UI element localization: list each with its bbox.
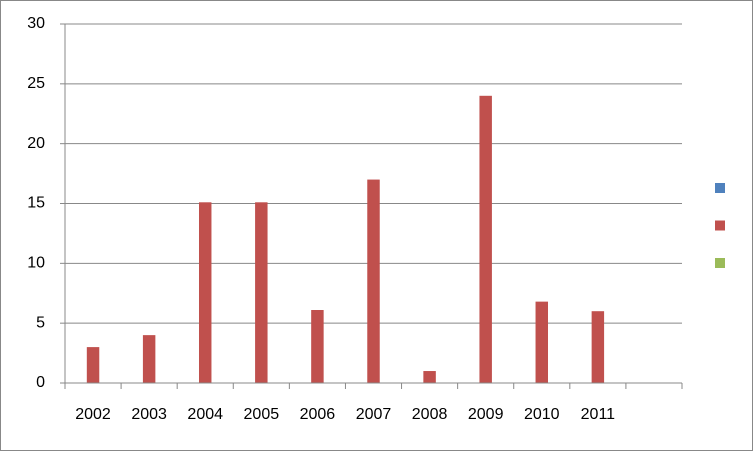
legend-marker xyxy=(715,220,725,231)
y-tick-label: 0 xyxy=(36,374,45,391)
y-tick-label: 5 xyxy=(36,314,45,331)
legend-marker xyxy=(715,183,725,193)
x-tick-label: 2009 xyxy=(468,406,504,423)
y-tick-label: 15 xyxy=(27,195,45,212)
bar xyxy=(591,311,605,383)
bar xyxy=(142,335,156,383)
x-tick-label: 2011 xyxy=(581,406,616,423)
y-tick-label: 20 xyxy=(27,135,45,152)
x-tick-label: 2004 xyxy=(187,406,223,423)
x-tick-label: 2006 xyxy=(300,406,336,423)
bar xyxy=(311,310,324,383)
bar xyxy=(367,179,380,383)
bar xyxy=(255,202,268,383)
x-tick-label: 2005 xyxy=(244,406,280,423)
x-tick-label: 2010 xyxy=(524,406,560,423)
y-tick-label: 25 xyxy=(27,75,45,92)
x-tick-label: 2008 xyxy=(412,406,448,423)
x-tick-label: 2003 xyxy=(131,406,167,423)
y-tick-label: 10 xyxy=(27,255,45,272)
bar xyxy=(535,301,549,383)
x-tick-label: 2007 xyxy=(356,406,392,423)
bar xyxy=(198,202,212,383)
y-tick-label: 30 xyxy=(27,15,45,32)
bar xyxy=(479,95,492,384)
bar xyxy=(423,371,436,383)
x-tick-label: 2002 xyxy=(75,406,111,423)
legend-marker xyxy=(715,258,725,268)
bar xyxy=(86,347,100,383)
